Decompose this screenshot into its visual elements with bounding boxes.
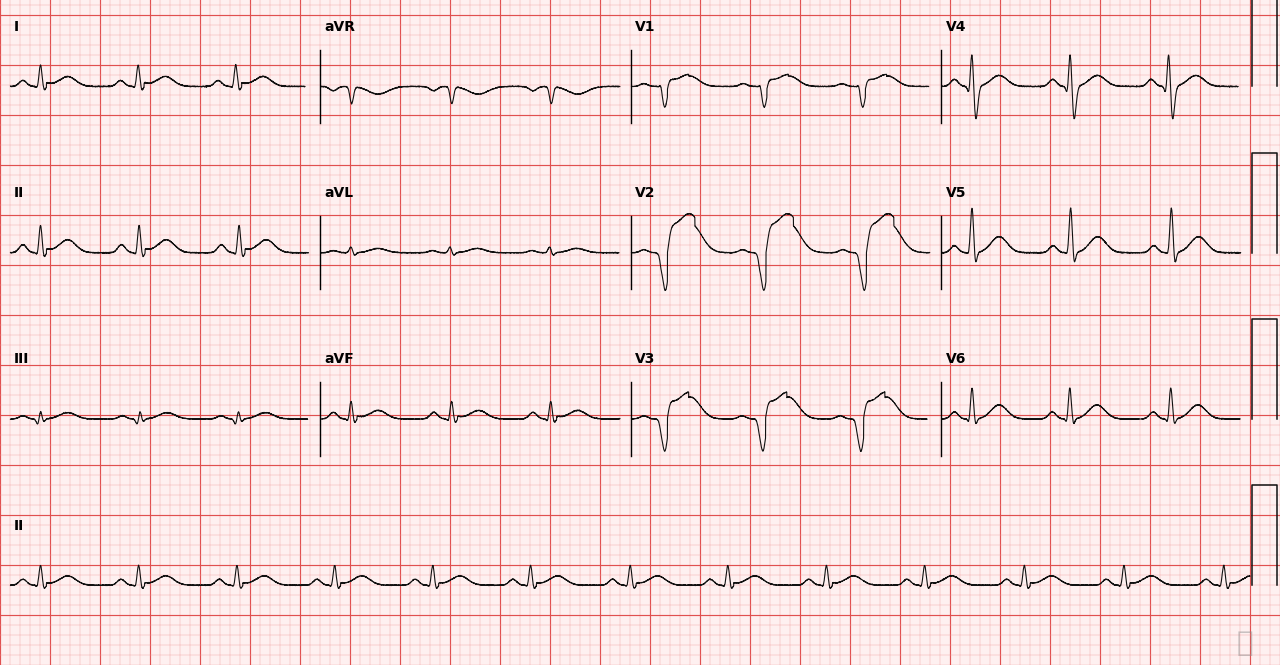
Text: II: II <box>14 519 24 533</box>
Text: 🦌: 🦌 <box>1236 629 1253 657</box>
Text: V4: V4 <box>946 20 966 34</box>
Text: V2: V2 <box>635 186 655 200</box>
Text: II: II <box>14 186 24 200</box>
Text: V6: V6 <box>946 352 966 366</box>
Text: V5: V5 <box>946 186 966 200</box>
Text: aVR: aVR <box>325 20 356 34</box>
Text: III: III <box>14 352 29 366</box>
Text: I: I <box>14 20 19 34</box>
Text: aVF: aVF <box>325 352 355 366</box>
Text: aVL: aVL <box>325 186 353 200</box>
Text: V1: V1 <box>635 20 655 34</box>
Text: V3: V3 <box>635 352 655 366</box>
